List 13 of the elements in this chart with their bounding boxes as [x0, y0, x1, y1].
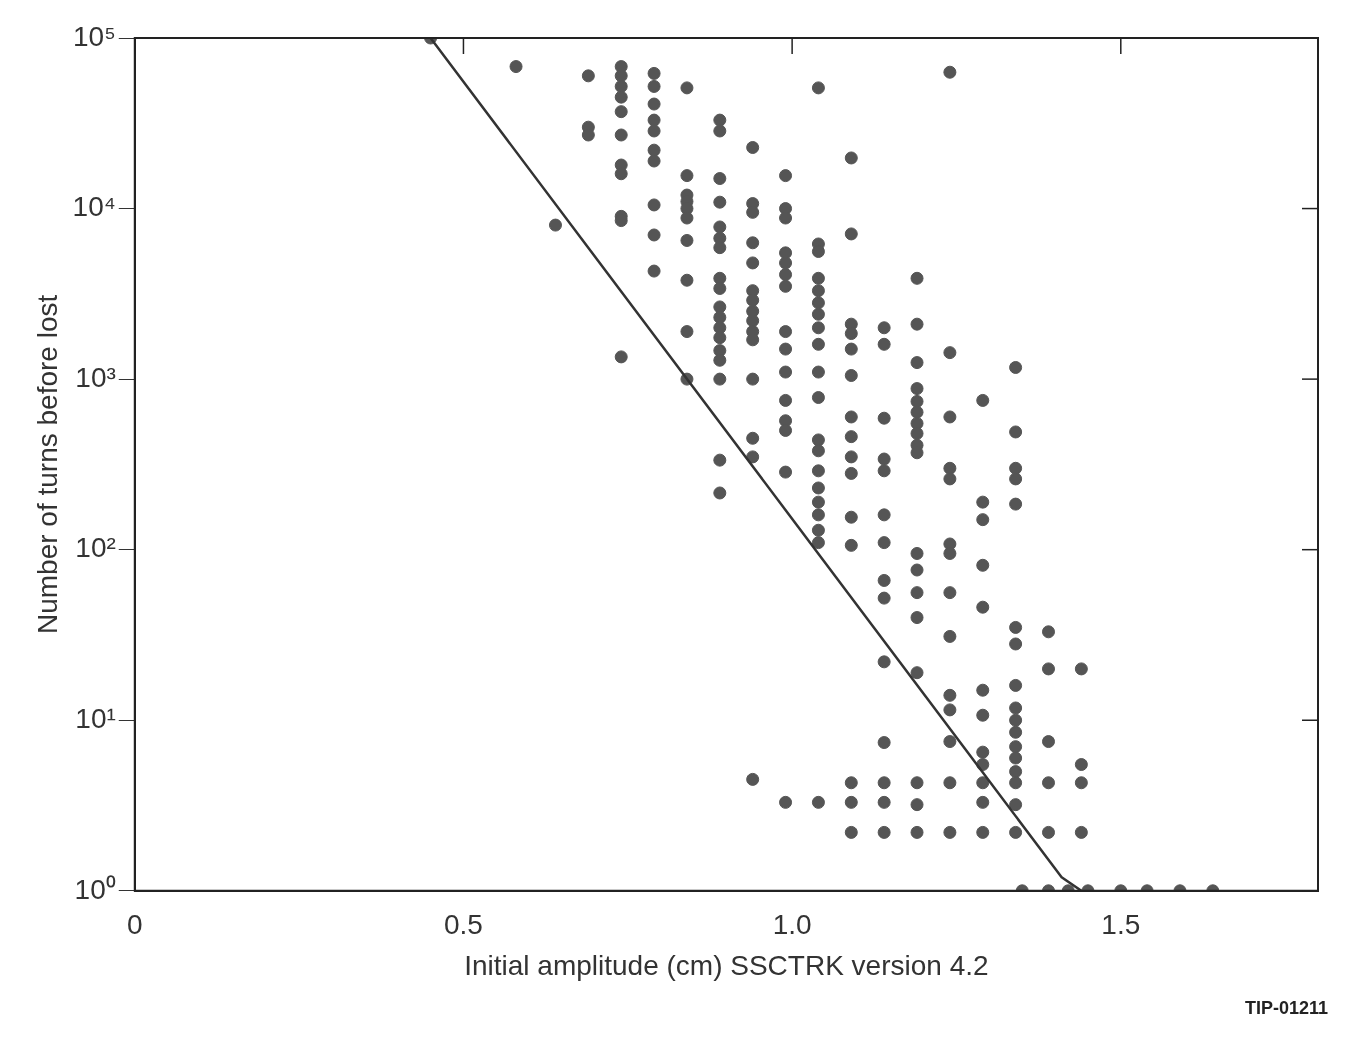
y-axis-title: Number of turns before lost	[31, 294, 63, 635]
x-tick-label: 0	[126, 909, 143, 941]
y-tick-label: 10⁰	[74, 873, 116, 905]
y-tick-label: 10⁵	[73, 20, 116, 52]
x-tick-label: 0.5	[443, 909, 483, 941]
y-tick-label: 10¹	[75, 702, 116, 734]
x-tick-label: 1.5	[1101, 909, 1141, 941]
y-tick-label: 10⁴	[72, 191, 116, 223]
x-tick-label: 1.0	[772, 909, 812, 941]
y-tick-label: 10³	[75, 361, 116, 393]
text: TIP-01211	[1244, 998, 1328, 1019]
x-axis-title: Initial amplitude (cm) SSCTRK version 4.2	[464, 949, 989, 981]
y-tick-label: 10²	[75, 532, 116, 564]
